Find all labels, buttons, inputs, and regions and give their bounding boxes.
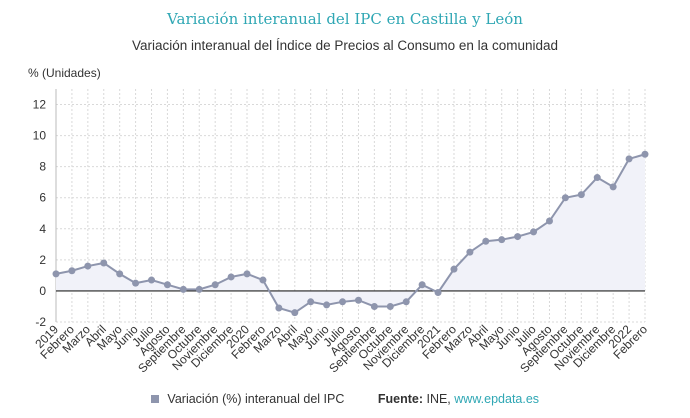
legend-label: Variación (%) interanual del IPC (167, 392, 345, 406)
data-point[interactable] (275, 304, 283, 312)
data-point[interactable] (100, 259, 108, 267)
data-point[interactable] (323, 301, 331, 309)
series-area (56, 154, 645, 313)
legend-swatch-icon (150, 395, 159, 403)
data-point[interactable] (291, 309, 299, 317)
data-point[interactable] (386, 302, 394, 310)
data-point[interactable] (243, 270, 251, 278)
data-point[interactable] (148, 276, 156, 284)
y-tick-label: 4 (39, 222, 46, 236)
data-point[interactable] (84, 262, 92, 270)
data-point[interactable] (227, 273, 235, 281)
y-tick-label: 6 (39, 191, 46, 205)
data-point[interactable] (466, 248, 474, 256)
y-tick-label: 12 (33, 98, 47, 112)
chart-title: Variación interanual del IPC en Castilla… (167, 10, 523, 28)
data-point[interactable] (593, 174, 601, 182)
data-point[interactable] (354, 296, 362, 304)
data-point[interactable] (402, 298, 410, 306)
data-point[interactable] (609, 183, 617, 191)
data-point[interactable] (514, 233, 522, 241)
y-tick-label: -2 (35, 315, 46, 329)
data-point[interactable] (530, 228, 538, 236)
data-point[interactable] (625, 155, 633, 163)
data-point[interactable] (450, 265, 458, 273)
data-point[interactable] (132, 279, 140, 287)
data-point[interactable] (339, 298, 347, 306)
chart-footer: Variación (%) interanual del IPC Fuente:… (0, 392, 690, 406)
y-tick-label: 0 (39, 284, 46, 298)
data-point[interactable] (163, 281, 171, 289)
data-point[interactable] (577, 191, 585, 199)
data-point[interactable] (116, 270, 124, 278)
data-point[interactable] (307, 298, 315, 306)
data-point[interactable] (179, 285, 187, 293)
source-name: INE, (426, 392, 451, 406)
data-point[interactable] (418, 281, 426, 289)
source-label: Fuente: (377, 392, 423, 406)
data-point[interactable] (259, 276, 267, 284)
source-link[interactable]: www.epdata.es (454, 392, 540, 406)
data-point[interactable] (68, 267, 76, 275)
legend-item[interactable]: Variación (%) interanual del IPC (150, 392, 348, 406)
data-point[interactable] (52, 270, 60, 278)
data-point[interactable] (434, 288, 442, 296)
data-point[interactable] (482, 237, 490, 245)
data-point[interactable] (195, 285, 203, 293)
data-point[interactable] (561, 194, 569, 202)
data-point[interactable] (498, 236, 506, 244)
chart-subtitle: Variación interanual del Índice de Preci… (131, 38, 558, 53)
data-point[interactable] (211, 281, 219, 289)
y-tick-label: 8 (39, 160, 46, 174)
y-tick-label: 10 (33, 129, 47, 143)
data-point[interactable] (370, 302, 378, 310)
y-tick-label: 2 (39, 253, 46, 267)
data-point[interactable] (641, 150, 649, 158)
data-point[interactable] (545, 217, 553, 225)
y-axis-label: % (Unidades) (28, 66, 101, 80)
